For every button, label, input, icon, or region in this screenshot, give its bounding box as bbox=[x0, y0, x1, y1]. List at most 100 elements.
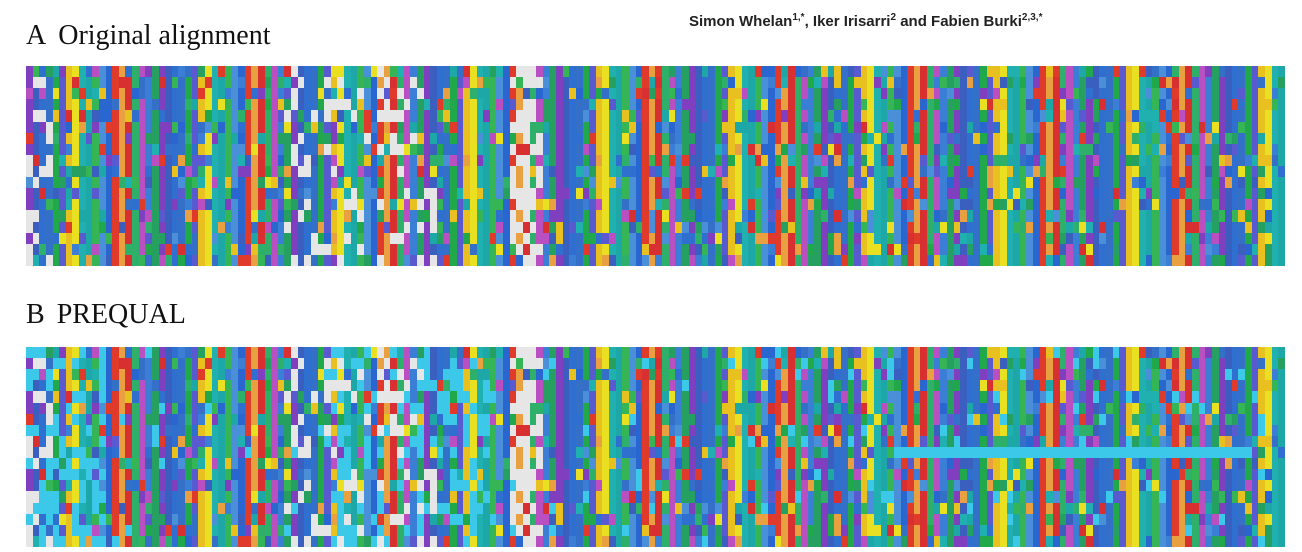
residue-cell bbox=[377, 165, 384, 178]
residue-cell bbox=[238, 132, 245, 144]
residue-cell bbox=[681, 369, 689, 381]
residue-cell bbox=[1139, 199, 1146, 211]
residue-cell bbox=[1132, 358, 1139, 370]
residue-cell bbox=[185, 254, 192, 266]
residue-cell bbox=[178, 347, 185, 359]
residue-cell bbox=[807, 210, 815, 222]
residue-cell bbox=[224, 188, 232, 200]
residue-cell bbox=[436, 121, 444, 133]
residue-cell bbox=[463, 132, 470, 144]
residue-cell bbox=[204, 188, 212, 200]
residue-cell bbox=[1046, 413, 1053, 425]
residue-cell bbox=[741, 413, 749, 425]
residue-cell bbox=[913, 243, 921, 255]
residue-cell bbox=[1026, 66, 1033, 78]
residue-cell bbox=[178, 165, 185, 178]
residue-cell bbox=[662, 380, 669, 392]
residue-cell bbox=[1145, 66, 1153, 78]
residue-cell bbox=[986, 121, 994, 133]
residue-cell bbox=[357, 413, 364, 425]
residue-cell bbox=[556, 369, 563, 381]
residue-cell bbox=[483, 254, 490, 266]
residue-cell bbox=[741, 132, 749, 144]
residue-cell bbox=[615, 413, 623, 425]
gap-cell bbox=[522, 165, 530, 178]
residue-cell bbox=[1271, 199, 1279, 211]
residue-cell bbox=[450, 143, 457, 155]
residue-cell bbox=[847, 121, 855, 133]
residue-cell bbox=[469, 254, 477, 266]
residue-cell bbox=[615, 347, 623, 359]
residue-cell bbox=[781, 391, 788, 403]
residue-cell bbox=[503, 188, 510, 200]
residue-cell bbox=[211, 402, 219, 414]
masked-cell bbox=[26, 380, 33, 392]
residue-cell bbox=[383, 143, 391, 155]
residue-cell bbox=[1059, 121, 1067, 133]
residue-cell bbox=[874, 402, 881, 414]
residue-cell bbox=[1092, 88, 1100, 100]
residue-cell bbox=[456, 402, 464, 414]
residue-cell bbox=[390, 165, 397, 178]
residue-cell bbox=[231, 77, 238, 89]
gap-cell bbox=[297, 358, 305, 370]
residue-cell bbox=[264, 110, 272, 122]
residue-cell bbox=[595, 165, 603, 178]
residue-cell bbox=[1105, 110, 1113, 122]
residue-cell bbox=[1033, 188, 1040, 200]
residue-cell bbox=[847, 199, 855, 211]
residue-cell bbox=[416, 99, 424, 111]
residue-cell bbox=[284, 369, 291, 381]
residue-cell bbox=[741, 77, 749, 89]
residue-cell bbox=[827, 369, 835, 381]
residue-cell bbox=[52, 199, 60, 211]
residue-cell bbox=[801, 210, 808, 222]
residue-cell bbox=[238, 210, 245, 222]
residue-cell bbox=[231, 121, 238, 133]
residue-cell bbox=[1105, 424, 1113, 436]
residue-cell bbox=[138, 232, 146, 244]
residue-cell bbox=[271, 358, 278, 370]
residue-cell bbox=[834, 88, 841, 100]
residue-cell bbox=[900, 99, 908, 111]
residue-cell bbox=[476, 232, 484, 244]
residue-cell bbox=[98, 243, 106, 255]
residue-cell bbox=[1158, 121, 1166, 133]
residue-cell bbox=[39, 66, 46, 78]
residue-cell bbox=[1033, 243, 1040, 255]
residue-cell bbox=[1192, 243, 1199, 255]
residue-cell bbox=[304, 132, 311, 144]
masked-cell bbox=[410, 402, 417, 414]
residue-cell bbox=[1066, 413, 1073, 425]
residue-cell bbox=[284, 165, 291, 178]
residue-cell bbox=[509, 413, 517, 425]
gap-cell bbox=[516, 110, 523, 122]
residue-cell bbox=[397, 347, 404, 359]
residue-cell bbox=[768, 369, 775, 381]
residue-cell bbox=[1059, 199, 1067, 211]
residue-cell bbox=[569, 210, 576, 222]
residue-cell bbox=[1178, 66, 1186, 78]
residue-cell bbox=[635, 424, 643, 436]
residue-cell bbox=[1251, 121, 1259, 133]
residue-cell bbox=[960, 77, 967, 89]
residue-cell bbox=[595, 358, 603, 370]
residue-cell bbox=[198, 77, 205, 89]
residue-cell bbox=[569, 232, 576, 244]
residue-cell bbox=[344, 165, 351, 178]
residue-cell bbox=[1205, 199, 1212, 211]
residue-cell bbox=[781, 210, 788, 222]
residue-cell bbox=[1105, 77, 1113, 89]
masked-cell bbox=[151, 424, 159, 436]
residue-cell bbox=[880, 132, 888, 144]
residue-cell bbox=[45, 77, 53, 89]
residue-cell bbox=[257, 88, 265, 100]
residue-cell bbox=[1092, 254, 1100, 266]
residue-cell bbox=[840, 391, 848, 403]
residue-cell bbox=[622, 221, 629, 233]
residue-cell bbox=[317, 210, 325, 222]
masked-cell bbox=[450, 413, 457, 425]
residue-cell bbox=[450, 77, 457, 89]
residue-cell bbox=[1185, 358, 1192, 370]
residue-cell bbox=[105, 347, 113, 359]
